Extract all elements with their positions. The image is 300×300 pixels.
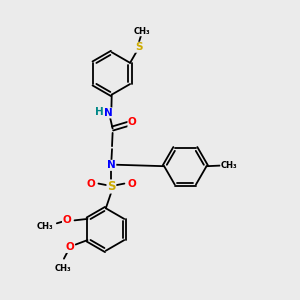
Text: H: H <box>95 107 103 117</box>
Text: CH₃: CH₃ <box>221 161 238 170</box>
Text: CH₃: CH₃ <box>36 222 53 231</box>
Text: S: S <box>135 42 143 52</box>
Text: O: O <box>128 117 137 127</box>
Text: O: O <box>128 178 136 189</box>
Text: CH₃: CH₃ <box>134 27 150 36</box>
Text: N: N <box>107 160 116 170</box>
Text: O: O <box>65 242 74 253</box>
Text: O: O <box>86 178 95 189</box>
Text: O: O <box>62 215 71 225</box>
Text: S: S <box>107 180 116 193</box>
Text: N: N <box>103 108 112 118</box>
Text: CH₃: CH₃ <box>54 264 71 273</box>
